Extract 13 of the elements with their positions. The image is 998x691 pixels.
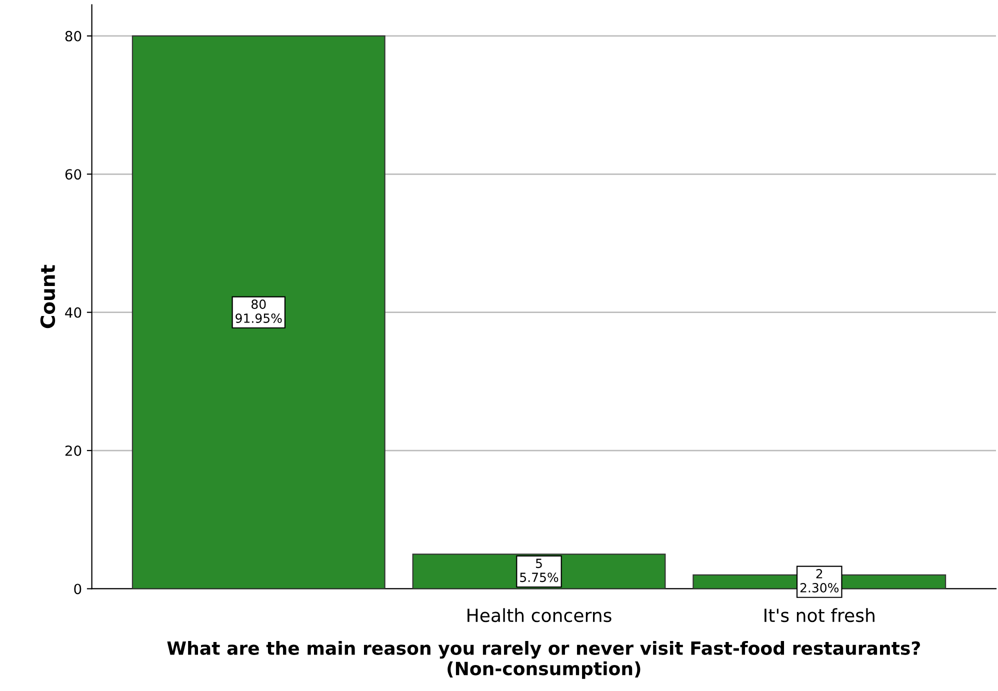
y-axis-title: Count [40, 264, 56, 328]
bar [132, 35, 386, 589]
data-label: 80 91.95% [236, 300, 282, 323]
data-label: 2 2.30% [800, 568, 839, 592]
x-tick-label: Health concerns [468, 608, 612, 622]
x-tick-label: It's not fresh [764, 608, 874, 622]
y-tick-label: 0 [74, 584, 82, 594]
x-axis-title: What are the main reason you rarely or never visit Fast-food restaurants? (Non-consumption) [167, 640, 920, 679]
y-tick-label: 60 [65, 169, 82, 180]
y-tick-label: 80 [65, 30, 82, 42]
data-label: 5 5.75% [520, 558, 558, 582]
y-tick-label: 20 [65, 446, 82, 456]
y-tick-label: 40 [65, 307, 82, 318]
